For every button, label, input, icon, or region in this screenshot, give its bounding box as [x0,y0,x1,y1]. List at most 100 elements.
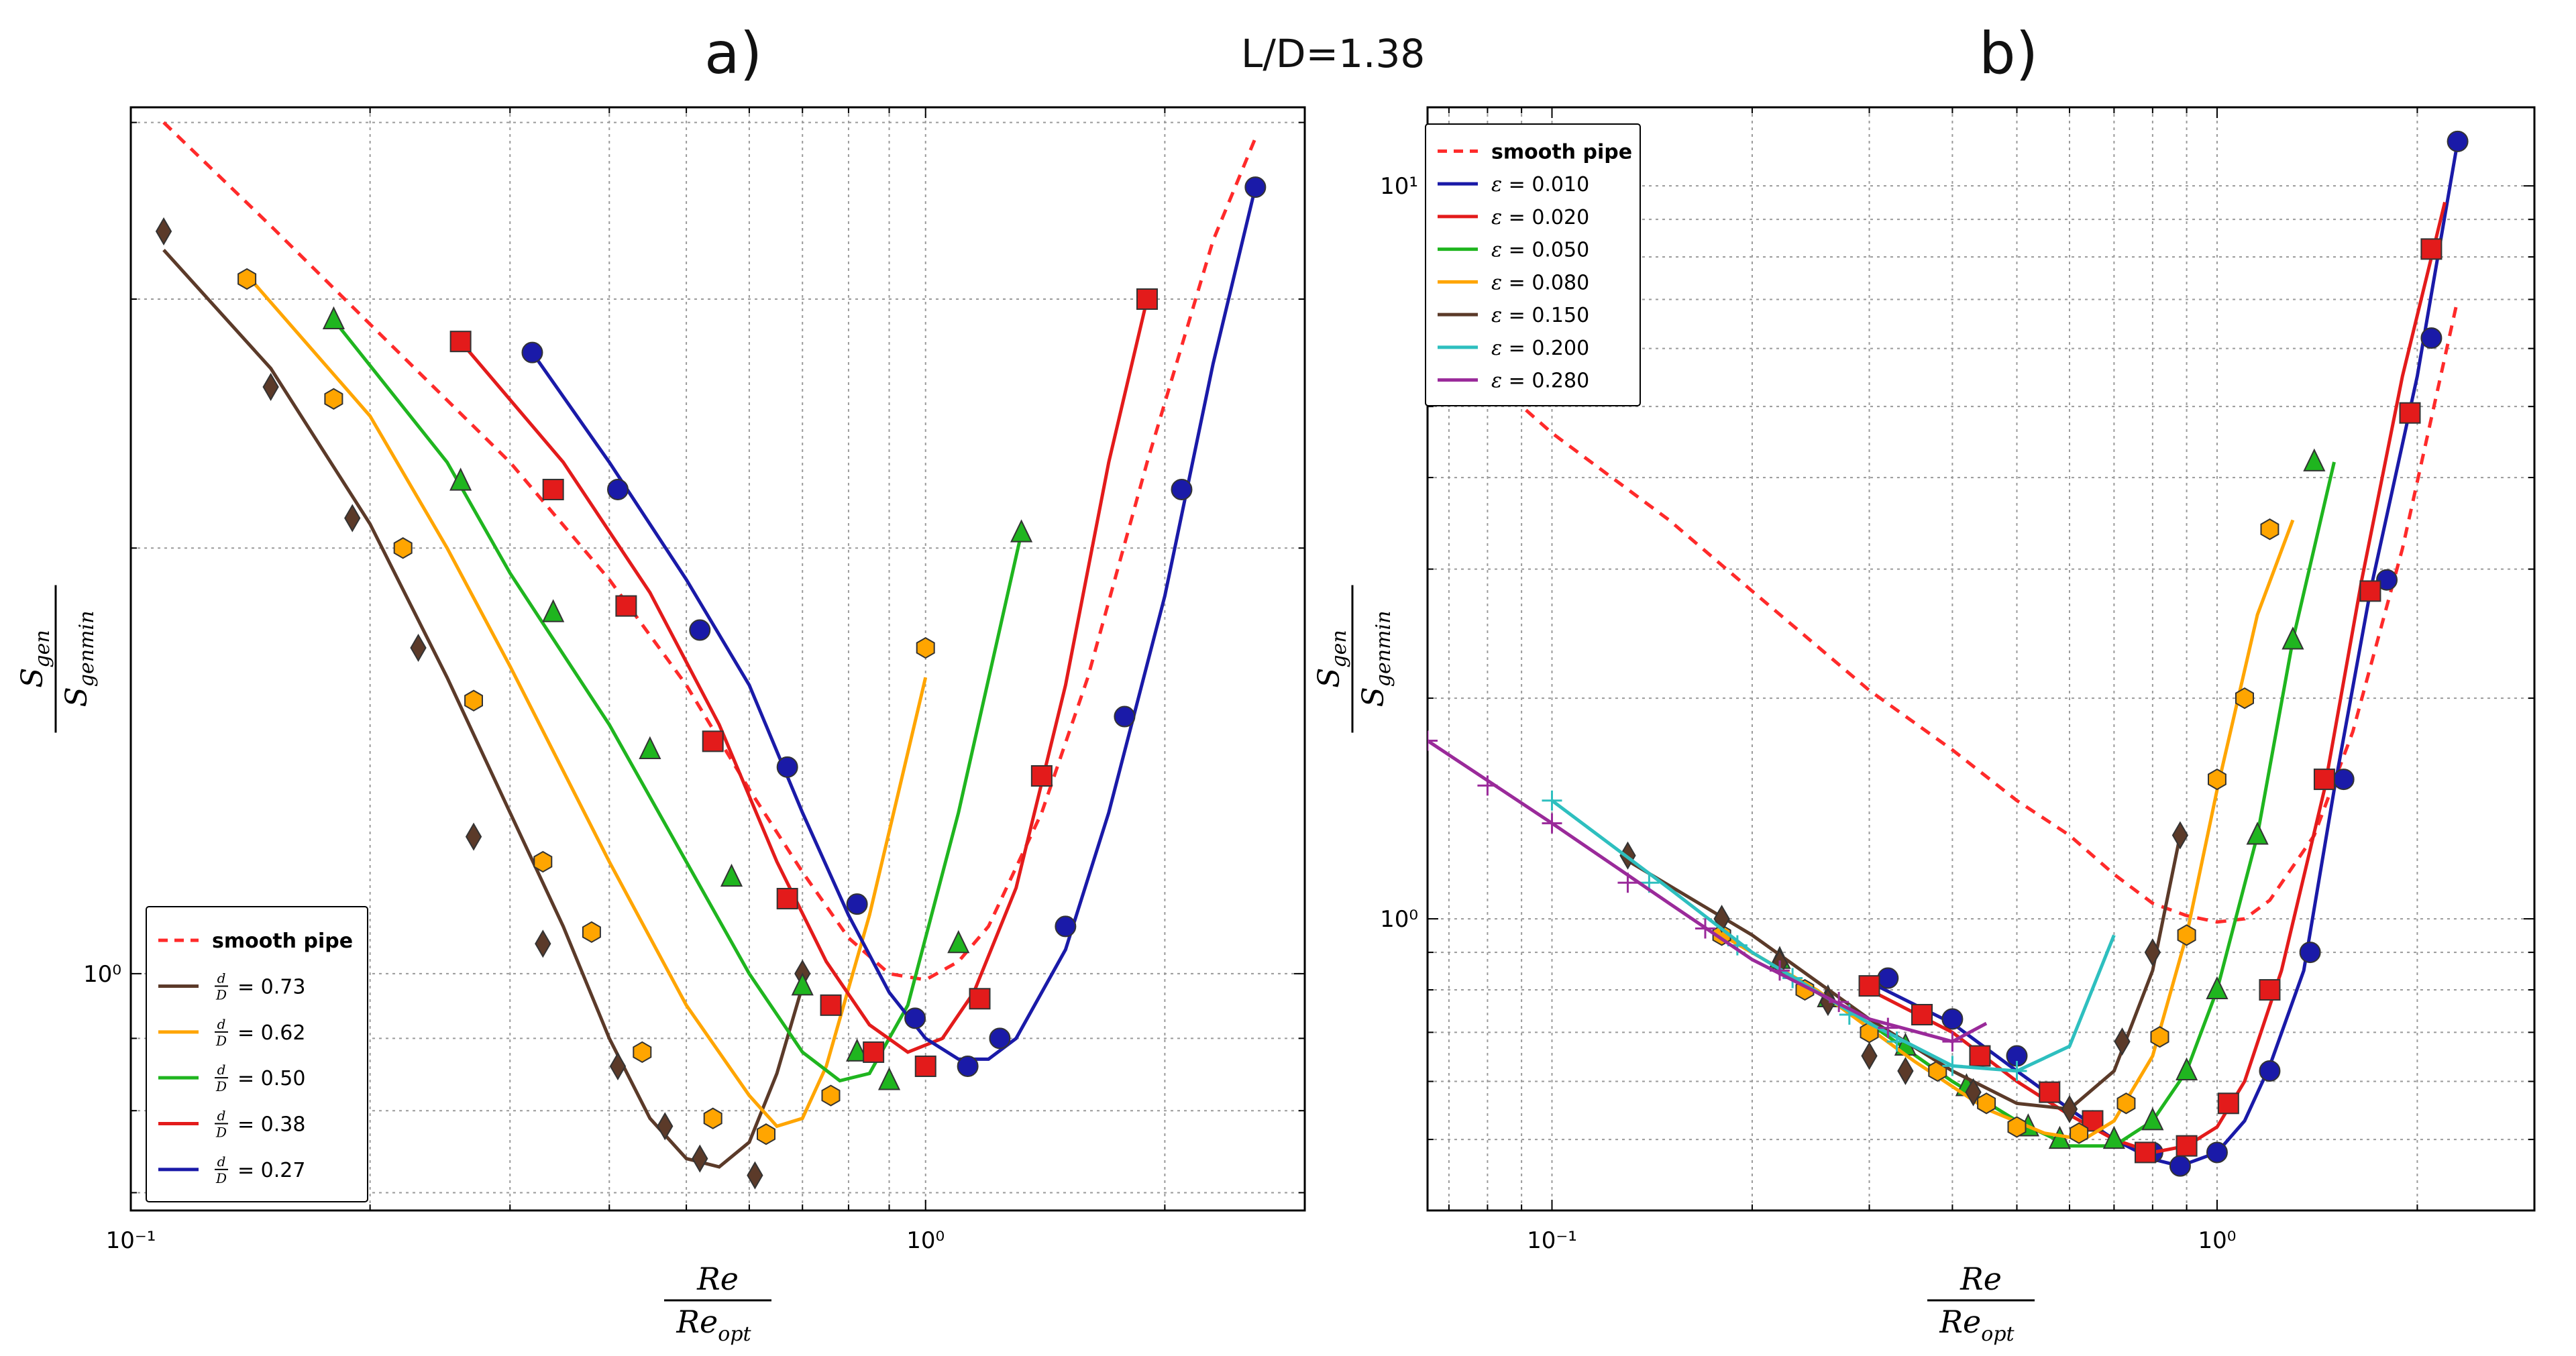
data-point [2175,1057,2198,1080]
data-point [639,736,661,760]
data-point [322,306,345,330]
data-point [1136,288,1158,310]
series-line-1 [246,274,928,1129]
xlabel-numerator: Re [1960,1261,2002,1297]
legend-label-1: = 0.62 [237,1021,305,1045]
legend-frac-num: d [217,1016,226,1032]
data-point [606,478,629,500]
data-point [633,1041,652,1064]
data-point [2217,1092,2239,1115]
data-point [2447,130,2469,152]
legend-frac-den: D [215,1033,227,1049]
data-point [2061,1094,2078,1123]
y-tick-label: 10⁰ [1380,906,1418,933]
data-point [1030,765,1053,787]
data-point [692,1144,708,1173]
data-point [863,1041,885,1063]
legend-label-2: = 0.50 [237,1067,305,1090]
data-point [1829,992,1849,1013]
legend-label-4: = 0.27 [237,1159,305,1182]
data-point [410,634,427,663]
data-point [521,341,543,363]
data-point [776,887,798,909]
data-point [2260,518,2279,541]
data-point [914,1055,936,1077]
ylabel-numerator: Sgen [1312,630,1351,687]
data-point [1010,519,1033,543]
data-point [542,599,565,622]
data-point [344,504,361,532]
y-tick-label: 10⁰ [83,961,121,988]
data-point [1897,1056,1914,1085]
smooth-pipe-line [1428,298,2460,924]
xlabel-denominator: Reopt [676,1304,751,1346]
legend-label-3: ε = 0.080 [1491,271,1589,294]
legend-frac-num: d [217,1153,226,1170]
data-point [2114,1027,2131,1056]
xlabel-denominator: Reopt [1939,1304,2015,1346]
data-point [464,689,483,712]
legend-frac-num: d [217,1108,226,1124]
legend-frac-den: D [215,1125,227,1141]
data-point [2259,979,2281,1001]
data-point [1977,1092,1996,1115]
data-point [2177,924,2196,946]
data-point [1055,915,1077,938]
data-point [703,1107,722,1129]
data-point [1941,1008,1964,1030]
plot-area [1428,130,2469,1177]
data-point [542,478,564,500]
data-point [1171,478,1193,500]
data-point [2039,1081,2061,1103]
y-tick-label: 10¹ [1380,173,1418,200]
data-point [1542,813,1562,834]
data-point [615,595,637,617]
data-point [916,636,935,659]
data-point [2070,1122,2089,1144]
data-point [533,850,553,873]
data-point [2176,1135,2198,1157]
data-point [155,217,172,245]
legend-label-4: ε = 0.150 [1491,304,1589,327]
plot-frame [129,106,1306,1212]
data-point [747,1161,763,1190]
data-point [1617,872,1638,893]
data-point [2420,327,2443,349]
data-point [2303,448,2326,471]
data-point [2206,1141,2228,1164]
data-point [1877,967,1899,989]
legend-label-6: ε = 0.280 [1491,370,1589,393]
series-line-4 [1627,835,2182,1111]
data-point [2376,569,2398,591]
data-point [1942,1056,1963,1076]
data-point [1477,775,1498,796]
legend-label-1: ε = 0.020 [1491,206,1589,229]
data-point [2169,1155,2191,1177]
data-point [1428,730,1438,751]
x-tick-label: 10⁰ [906,1227,945,1254]
legend-frac-den: D [215,1170,227,1186]
data-point [989,1027,1011,1050]
figure-title: L/D=1.38 [1241,31,1426,76]
data-point [1942,1031,1963,1052]
data-point [2282,626,2304,650]
data-point [237,268,257,290]
data-point [1911,1004,1933,1026]
data-point [2246,822,2269,845]
legend-box [1425,123,1641,406]
series-line-1 [1868,201,2447,1155]
data-point [1244,176,1267,199]
data-point [2208,768,2226,791]
legend-frac-den: D [215,1078,227,1094]
data-point [2420,238,2443,260]
data-point [2171,821,2189,850]
data-point [262,373,279,402]
series-line-2 [1778,461,2336,1148]
data-point [1769,960,1790,981]
ylabel-numerator: Sgen [15,630,54,687]
legend-box [146,906,368,1202]
